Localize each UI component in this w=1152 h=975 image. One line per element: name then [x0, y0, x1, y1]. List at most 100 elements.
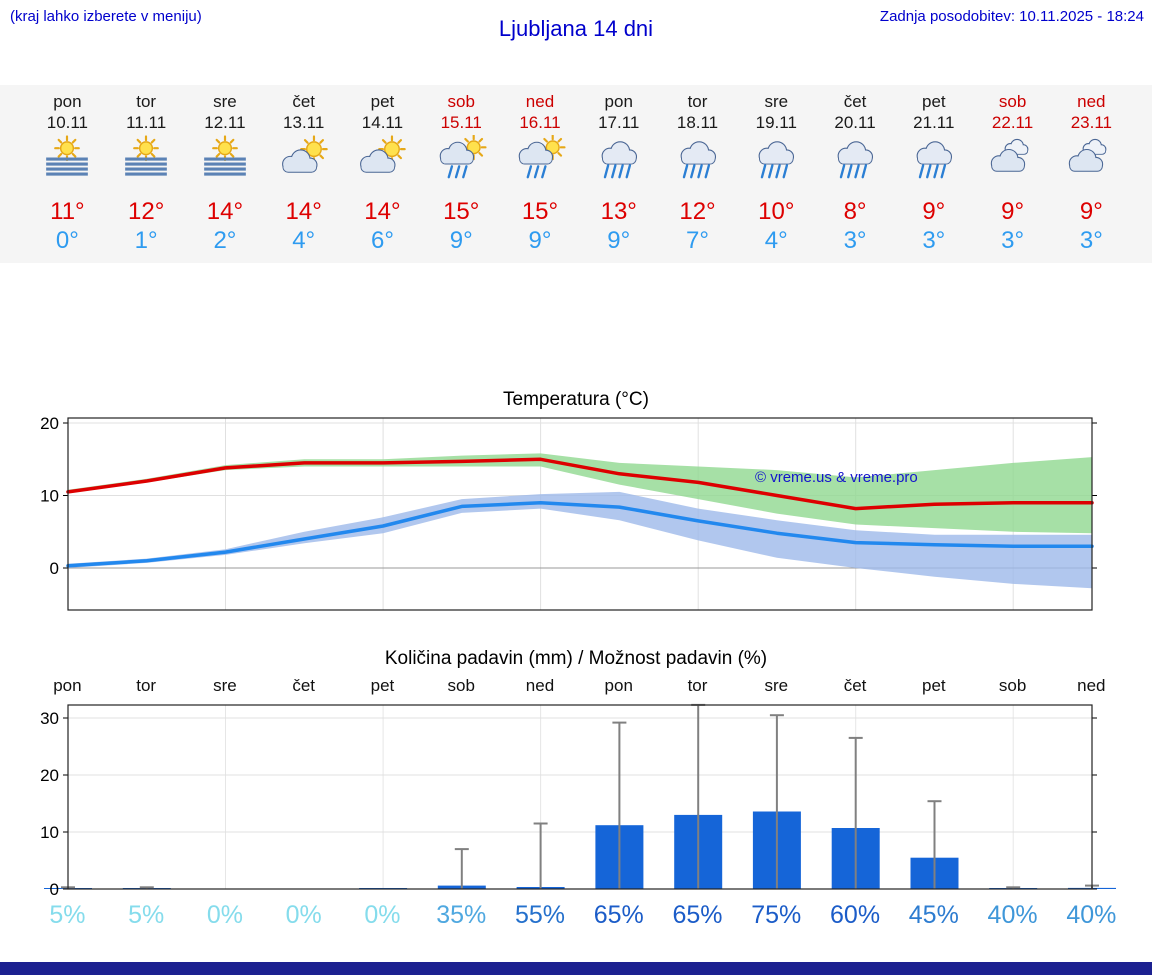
precip-day-label: pon [604, 676, 633, 695]
day-high-temp: 10° [758, 198, 795, 225]
day-icon [579, 135, 658, 187]
temperature-chart-title: Temperatura (°C) [503, 389, 649, 410]
precip-day-label: tor [136, 676, 157, 695]
day-high-temp: 14° [206, 198, 244, 225]
day-high-temp: 14° [364, 198, 401, 225]
day-name: sre [213, 92, 237, 111]
watermark: © vreme.us & vreme.pro [755, 469, 918, 486]
day-high-temp: 8° [843, 198, 867, 225]
day-icon [28, 135, 107, 187]
forecast-day: tor 11.11 12° 1° [107, 91, 186, 263]
day-name: tor [687, 92, 708, 111]
precip-probability: 40% [987, 901, 1038, 929]
precip-day-label: sob [447, 676, 475, 695]
temp-ytick-label: 0 [50, 559, 59, 578]
precip-day-labels: pon tor sre čet pet sob ned pon tor sre čet pet sob n… [0, 676, 1152, 696]
day-low-temp: 9° [528, 227, 552, 254]
temp-ytick-label: 10 [40, 487, 59, 506]
day-name: sob [998, 92, 1027, 111]
precip-probability: 5% [128, 901, 165, 929]
rain-icon [601, 141, 637, 179]
precip-probability: 0% [285, 901, 322, 929]
precip-day-label: pet [921, 676, 946, 695]
cloudy-icon [990, 138, 1028, 172]
forecast-day: ned 23.11 9° 3° [1052, 91, 1131, 263]
day-date: 15.11 [440, 113, 482, 132]
day-high-temp: 9° [1001, 198, 1025, 225]
day-high-temp: 9° [922, 198, 946, 225]
precip-ytick-label: 10 [40, 823, 59, 842]
day-date: 16.11 [519, 113, 561, 132]
fog-sun-icon [46, 135, 89, 176]
day-name: pet [370, 92, 395, 111]
day-high-temp: 15° [443, 198, 480, 225]
forecast-strip: pon 10.11 11° 0° tor 11.11 12° 1° sre 12.11 14° 2° č… [0, 85, 1152, 263]
day-icon [816, 135, 895, 187]
precip-day-label: čet [843, 676, 867, 695]
day-low-temp: 3° [843, 227, 867, 254]
showers-icon [518, 134, 566, 179]
fog-sun-icon [125, 135, 167, 176]
precip-ytick-label: 30 [40, 709, 59, 728]
precip-probability: 65% [593, 901, 644, 929]
rain-icon [916, 141, 952, 179]
forecast-day: čet 13.11 14° 4° [264, 91, 343, 263]
day-icon [737, 135, 816, 187]
day-high-temp: 11° [50, 198, 85, 225]
precip-probability: 0% [364, 901, 401, 929]
forecast-day: čet 20.11 8° 3° [816, 91, 895, 263]
forecast-day: pet 21.11 9° 3° [894, 91, 973, 263]
forecast-day: tor 18.11 12° 7° [658, 91, 737, 263]
precip-probability-labels: 5% 5% 0% 0% 0% 35% 55% 65% 65% 75% 60% 45% 40% 40% [0, 901, 1152, 930]
rain-icon [837, 141, 874, 179]
precip-day-label: pon [53, 676, 82, 695]
menu-hint: (kraj lahko izberete v meniju) [10, 8, 202, 25]
day-low-temp: 3° [922, 227, 946, 254]
partly-cloudy-icon [281, 135, 328, 173]
day-date: 17.11 [598, 113, 640, 132]
day-date: 21.11 [913, 113, 955, 132]
day-icon [973, 135, 1052, 187]
precip-ytick-label: 0 [50, 880, 59, 899]
precip-probability: 0% [206, 901, 243, 929]
day-icon [107, 135, 186, 187]
min-temp-line [66, 501, 1094, 568]
day-low-temp: 1° [134, 227, 158, 254]
day-name: sre [764, 92, 789, 111]
day-date: 11.11 [126, 113, 167, 132]
day-date: 23.11 [1070, 113, 1112, 132]
last-updated: Zadnja posodobitev: 10.11.2025 - 18:24 [879, 8, 1144, 25]
forecast-day: sob 15.11 15° 9° [422, 91, 501, 263]
day-name: ned [1077, 92, 1106, 111]
forecast-day: sob 22.11 9° 3° [973, 91, 1052, 263]
day-high-temp: 12° [128, 198, 165, 225]
precip-day-label: tor [687, 676, 708, 695]
day-icon [1052, 135, 1131, 187]
footer-bar [0, 962, 1152, 975]
day-low-temp: 3° [1001, 227, 1025, 254]
day-icon [894, 135, 973, 187]
day-date: 10.11 [46, 113, 89, 132]
precip-day-label: ned [1077, 676, 1106, 695]
day-low-temp: 7° [686, 227, 709, 254]
day-date: 18.11 [676, 113, 719, 132]
partly-cloudy-icon [360, 135, 407, 173]
precip-day-label: sre [213, 676, 237, 695]
day-date: 13.11 [283, 113, 325, 132]
day-high-temp: 12° [679, 198, 716, 225]
day-low-temp: 6° [370, 227, 394, 254]
forecast-day: pon 17.11 13° 9° [579, 91, 658, 263]
temperature-chart: 0 10 20 © vreme.us & vreme.pro [0, 410, 1152, 625]
precip-probability: 35% [436, 901, 487, 929]
cloudy-icon [1069, 138, 1107, 172]
forecast-day: sre 12.11 14° 2° [186, 91, 265, 263]
precip-probability: 45% [908, 901, 959, 929]
day-low-temp: 4° [764, 227, 788, 254]
day-low-temp: 9° [607, 227, 631, 254]
day-high-temp: 15° [521, 198, 559, 225]
day-low-temp: 4° [292, 227, 316, 254]
precipitation-chart: 0 10 20 30 [0, 700, 1152, 900]
day-date: 19.11 [755, 113, 797, 132]
page-title: Ljubljana 14 dni [498, 16, 654, 41]
precip-day-label: sre [764, 676, 789, 695]
